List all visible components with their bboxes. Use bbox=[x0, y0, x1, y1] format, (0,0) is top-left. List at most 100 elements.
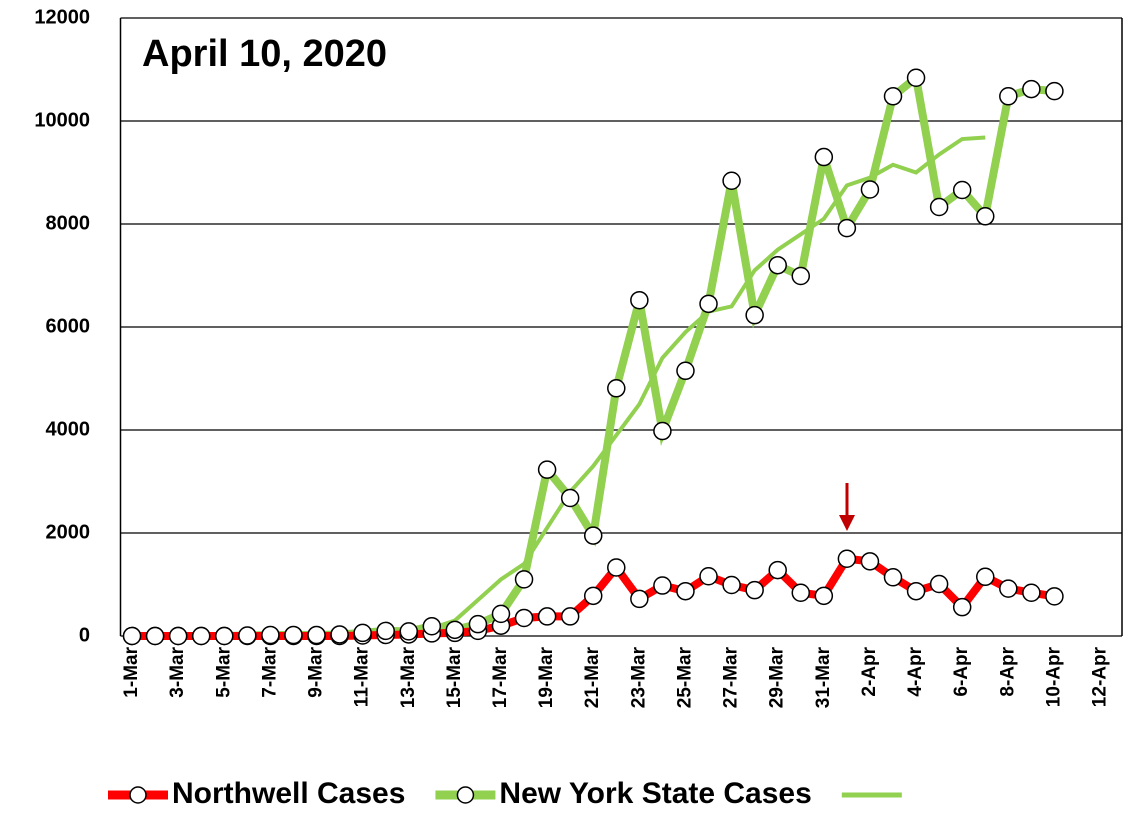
x-tick-label: 15-Mar bbox=[444, 646, 465, 708]
x-tick-label: 12-Apr bbox=[1090, 646, 1111, 707]
data-point bbox=[607, 558, 626, 577]
data-point bbox=[376, 621, 395, 641]
legend-marker bbox=[129, 786, 147, 804]
data-point bbox=[560, 488, 580, 508]
data-point bbox=[583, 526, 603, 545]
x-tick-label: 1-Mar bbox=[121, 646, 142, 697]
data-point bbox=[307, 625, 326, 645]
data-point bbox=[537, 607, 557, 626]
data-point bbox=[676, 581, 695, 601]
data-point bbox=[883, 568, 903, 587]
data-point bbox=[191, 626, 211, 646]
x-tick-label: 6-Apr bbox=[951, 646, 972, 696]
data-point bbox=[607, 379, 626, 398]
data-point bbox=[653, 421, 672, 441]
data-point bbox=[168, 626, 188, 646]
data-point bbox=[583, 586, 603, 606]
data-point bbox=[445, 620, 465, 640]
data-point bbox=[468, 614, 488, 634]
y-tick-label: 12000 bbox=[34, 6, 90, 28]
data-point bbox=[653, 576, 672, 595]
x-tick-label: 10-Apr bbox=[1043, 646, 1064, 707]
data-point bbox=[745, 305, 764, 325]
data-point bbox=[722, 575, 741, 595]
data-point bbox=[791, 583, 811, 602]
data-point bbox=[491, 604, 511, 624]
legend-label: Northwell Cases bbox=[172, 777, 405, 810]
annotation: April 10, 2020 bbox=[142, 33, 387, 75]
x-tick-label: 2-Apr bbox=[859, 646, 880, 696]
series-line bbox=[132, 70, 1055, 640]
data-point bbox=[722, 171, 741, 190]
data-point bbox=[837, 549, 857, 568]
data-point bbox=[768, 255, 787, 275]
x-tick-label: 5-Mar bbox=[213, 646, 234, 697]
x-tick-label: 19-Mar bbox=[536, 646, 557, 708]
data-point bbox=[860, 180, 880, 199]
x-tick-label: 4-Apr bbox=[905, 646, 926, 696]
data-point bbox=[422, 616, 442, 636]
data-point bbox=[261, 625, 280, 645]
x-tick-label: 27-Mar bbox=[721, 646, 742, 708]
x-tick-label: 29-Mar bbox=[767, 646, 788, 708]
data-point bbox=[1022, 79, 1041, 99]
data-point bbox=[145, 626, 165, 646]
x-tick-label: 23-Mar bbox=[628, 646, 649, 708]
data-point bbox=[399, 622, 418, 641]
x-tick-label: 13-Mar bbox=[398, 646, 419, 708]
x-tick-label: 25-Mar bbox=[674, 646, 695, 708]
data-point bbox=[284, 625, 303, 645]
x-tick-label: 31-Mar bbox=[813, 646, 834, 708]
data-point bbox=[860, 552, 880, 571]
data-point bbox=[122, 626, 142, 646]
legend-label: New York State Cases bbox=[499, 777, 811, 810]
data-point bbox=[999, 87, 1018, 106]
y-tick-label: 10000 bbox=[34, 109, 90, 131]
plot-area bbox=[119, 17, 1123, 646]
data-point bbox=[929, 574, 949, 594]
x-tick-label: 11-Mar bbox=[352, 646, 373, 707]
data-point bbox=[353, 623, 372, 643]
data-point bbox=[1045, 587, 1064, 606]
data-point bbox=[952, 597, 972, 617]
data-point bbox=[837, 218, 857, 238]
data-point bbox=[906, 68, 926, 87]
x-tick-label: 8-Apr bbox=[997, 646, 1018, 696]
data-point bbox=[676, 361, 695, 381]
data-point bbox=[1022, 583, 1041, 602]
data-point bbox=[768, 560, 787, 580]
data-point bbox=[560, 607, 580, 626]
data-point bbox=[630, 589, 649, 609]
data-point bbox=[976, 567, 995, 587]
data-point bbox=[699, 567, 718, 586]
y-tick-label: 0 bbox=[79, 624, 90, 646]
data-point bbox=[699, 294, 718, 314]
data-point bbox=[814, 147, 834, 167]
data-point bbox=[745, 580, 764, 600]
arrow-head bbox=[839, 515, 855, 531]
x-tick-label: 3-Mar bbox=[167, 646, 188, 697]
y-tick-label: 4000 bbox=[46, 418, 91, 440]
x-tick-label: 17-Mar bbox=[490, 646, 511, 708]
data-point bbox=[883, 87, 903, 106]
x-tick-label: 7-Mar bbox=[259, 646, 280, 697]
y-tick-label: 2000 bbox=[46, 521, 91, 543]
data-point bbox=[952, 180, 972, 200]
data-point bbox=[999, 579, 1018, 598]
data-point bbox=[1045, 81, 1064, 101]
data-point bbox=[906, 581, 926, 601]
data-point bbox=[514, 608, 534, 628]
data-point bbox=[514, 570, 534, 589]
legend-marker bbox=[456, 786, 475, 804]
data-point bbox=[791, 266, 811, 286]
data-point bbox=[537, 460, 557, 479]
data-point bbox=[814, 586, 834, 606]
data-point bbox=[238, 626, 257, 645]
data-point bbox=[976, 207, 995, 226]
data-point bbox=[630, 290, 649, 310]
x-tick-label: 21-Mar bbox=[582, 646, 603, 708]
x-tick-label: 9-Mar bbox=[306, 646, 327, 697]
data-point bbox=[929, 197, 949, 217]
data-point bbox=[330, 625, 349, 644]
